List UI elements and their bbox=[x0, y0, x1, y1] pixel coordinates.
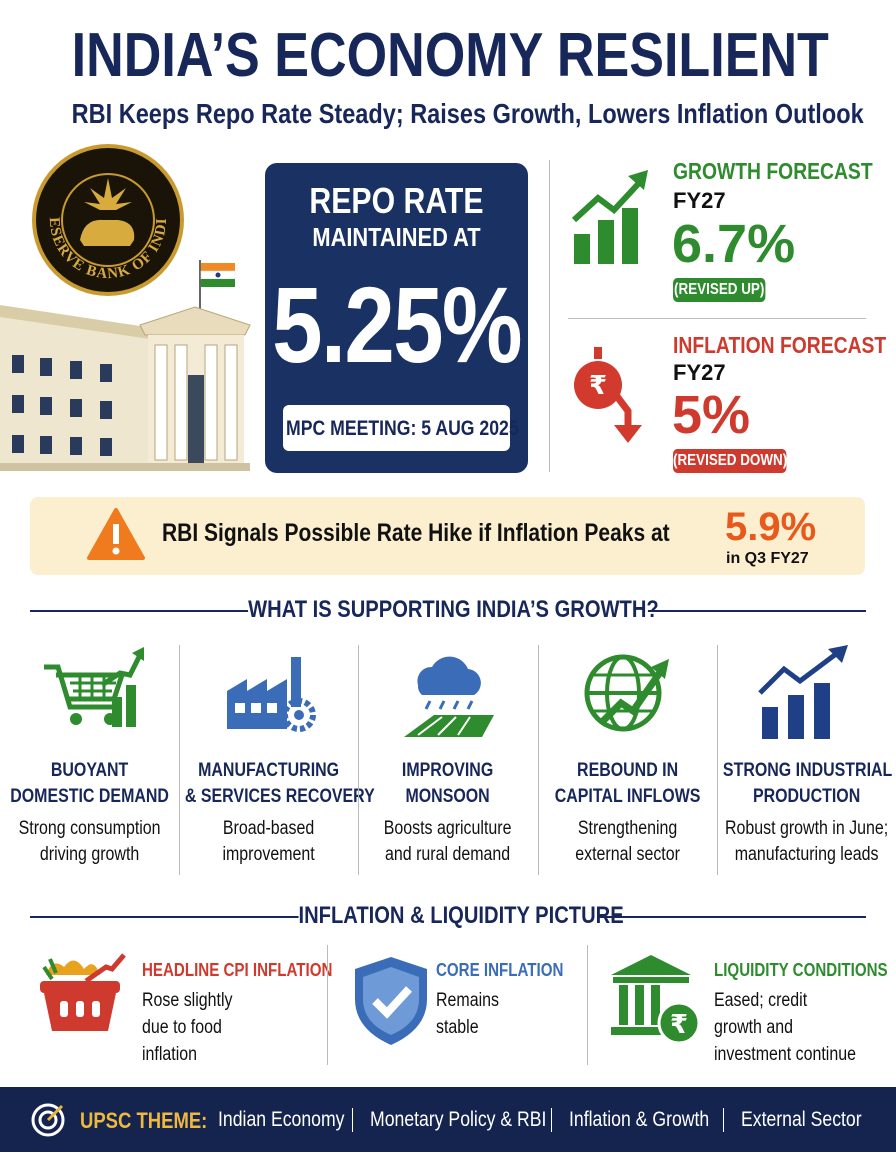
building bbox=[0, 260, 251, 471]
picture-icon bbox=[355, 957, 427, 1045]
repo-value: 5.25% bbox=[272, 264, 523, 385]
growth-title: GROWTH FORECAST bbox=[673, 158, 873, 184]
footer-theme: Indian Economy bbox=[218, 1108, 345, 1131]
picture-title: HEADLINE CPI INFLATION bbox=[142, 960, 333, 980]
picture-title: CORE INFLATION bbox=[436, 960, 564, 980]
support-desc: manufacturing leads bbox=[734, 844, 879, 865]
svg-text:₹: ₹ bbox=[589, 371, 607, 401]
support-title: BUOYANT bbox=[50, 760, 129, 781]
column-divider bbox=[358, 645, 360, 875]
footer-theme: Monetary Policy & RBI bbox=[370, 1108, 547, 1131]
divider bbox=[549, 160, 550, 472]
picture-desc: Remains bbox=[436, 990, 499, 1011]
title: INDIA’S ECONOMY RESILIENT bbox=[71, 21, 829, 90]
support-desc: driving growth bbox=[39, 844, 140, 865]
support-title: MANUFACTURING bbox=[198, 760, 340, 781]
support-desc: Strong consumption bbox=[18, 818, 161, 839]
column-divider bbox=[716, 645, 718, 875]
footer-theme: External Sector bbox=[741, 1108, 862, 1131]
support-icon bbox=[584, 654, 670, 732]
alert-box bbox=[30, 497, 865, 575]
growth-value: 6.7% bbox=[672, 214, 796, 274]
alert-period: in Q3 FY27 bbox=[726, 550, 809, 567]
divider bbox=[568, 318, 866, 319]
svg-text:₹: ₹ bbox=[670, 1010, 688, 1040]
picture-desc: inflation bbox=[142, 1044, 198, 1065]
picture-desc: investment continue bbox=[714, 1044, 856, 1065]
support-title: STRONG INDUSTRIAL bbox=[722, 760, 893, 781]
theme-separator bbox=[352, 1108, 353, 1132]
picture-title: LIQUIDITY CONDITIONS bbox=[714, 960, 888, 980]
support-desc: Broad-based bbox=[223, 818, 315, 839]
theme-separator bbox=[723, 1108, 724, 1132]
picture-desc: due to food bbox=[142, 1017, 222, 1038]
picture-heading: INFLATION & LIQUIDITY PICTURE bbox=[298, 902, 624, 930]
subtitle: RBI Keeps Repo Rate Steady; Raises Growt… bbox=[71, 98, 864, 129]
support-icon bbox=[226, 657, 316, 732]
inflation-title: INFLATION FORECAST bbox=[673, 332, 887, 358]
picture-desc: growth and bbox=[714, 1017, 793, 1038]
rbi-emblem: RESERVE BANK OF INDIA bbox=[22, 128, 184, 296]
meeting-text: MPC MEETING: 5 AUG 2025 bbox=[286, 417, 519, 440]
support-desc: and rural demand bbox=[385, 844, 511, 865]
footer-label: UPSC THEME: bbox=[80, 1108, 208, 1133]
support-icon bbox=[404, 656, 494, 737]
footer-theme: Inflation & Growth bbox=[569, 1108, 710, 1131]
alert-value: 5.9% bbox=[725, 505, 817, 549]
support-title: IMPROVING bbox=[402, 760, 494, 781]
meeting-pill bbox=[283, 405, 510, 451]
growth-note: (REVISED UP) bbox=[673, 278, 766, 302]
support-desc: external sector bbox=[574, 844, 680, 865]
support-icon bbox=[43, 647, 144, 727]
inflation-icon: ₹ bbox=[574, 347, 642, 443]
supports-heading: WHAT IS SUPPORTING INDIA’S GROWTH? bbox=[248, 596, 659, 624]
inflation-period: FY27 bbox=[673, 360, 726, 385]
picture-icon: ₹ bbox=[611, 955, 701, 1045]
growth-period: FY27 bbox=[673, 188, 726, 213]
theme-separator bbox=[551, 1108, 552, 1132]
column-divider bbox=[327, 945, 328, 1065]
support-desc: improvement bbox=[222, 844, 315, 865]
footer bbox=[0, 1087, 896, 1152]
support-desc: Boosts agriculture bbox=[384, 818, 512, 839]
support-title: MONSOON bbox=[405, 786, 491, 807]
picture-desc: Rose slightly bbox=[142, 990, 233, 1011]
repo-subtitle: MAINTAINED AT bbox=[312, 222, 481, 252]
inflation-note: (REVISED DOWN) bbox=[673, 449, 787, 473]
growth-icon bbox=[571, 170, 648, 264]
support-icon bbox=[758, 645, 849, 739]
column-divider bbox=[537, 645, 539, 875]
support-title: CAPITAL INFLOWS bbox=[554, 786, 701, 807]
support-desc: Strengthening bbox=[577, 818, 677, 839]
alert-text: RBI Signals Possible Rate Hike if Inflat… bbox=[162, 519, 670, 547]
picture-desc: stable bbox=[436, 1017, 479, 1038]
inflation-value: 5% bbox=[672, 385, 751, 445]
target-icon bbox=[31, 1103, 65, 1137]
support-title: & SERVICES RECOVERY bbox=[185, 786, 375, 807]
warning-icon bbox=[87, 508, 145, 560]
repo-title: REPO RATE bbox=[309, 180, 484, 221]
column-divider bbox=[587, 945, 588, 1065]
column-divider bbox=[179, 645, 181, 875]
support-desc: Robust growth in June; bbox=[724, 818, 889, 839]
support-title: REBOUND IN bbox=[576, 760, 678, 781]
support-title: DOMESTIC DEMAND bbox=[10, 786, 169, 807]
picture-desc: Eased; credit bbox=[714, 990, 808, 1011]
support-title: PRODUCTION bbox=[752, 786, 861, 807]
picture-icon bbox=[40, 953, 126, 1031]
